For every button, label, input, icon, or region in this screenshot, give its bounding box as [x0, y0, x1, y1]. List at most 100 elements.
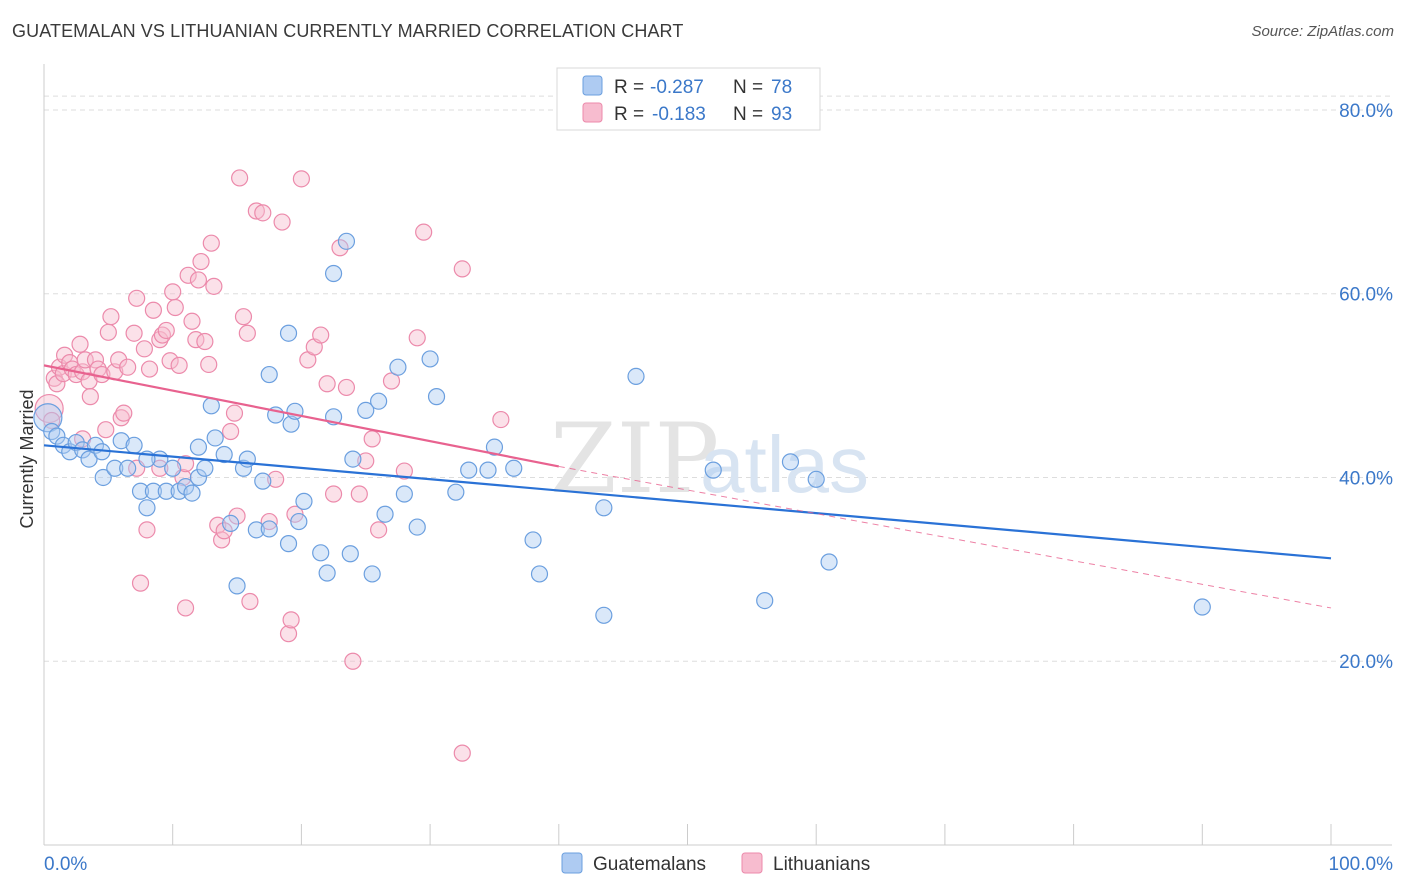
lithuanians-point — [161, 352, 179, 370]
guatemalans-point — [1193, 598, 1211, 616]
lithuanians-point — [115, 404, 133, 422]
guatemalans-point — [479, 461, 497, 479]
bottom-legend-label-lithuanians: Lithuanians — [773, 854, 870, 875]
guatemalans-points — [33, 232, 1211, 624]
bottom-legend-label-guatemalans: Guatemalans — [593, 854, 706, 875]
guatemalans-point — [215, 445, 233, 464]
guatemalans-point — [164, 459, 182, 477]
guatemalans-point — [206, 429, 224, 447]
legend-r-value: -0.183 — [652, 104, 706, 125]
guatemalans-point — [279, 324, 298, 342]
guatemalans-point — [125, 436, 143, 454]
lithuanians-point — [128, 289, 146, 307]
guatemalans-point — [485, 438, 504, 456]
legend-n-value: 78 — [771, 77, 792, 98]
lithuanians-point — [231, 169, 249, 187]
lithuanians-point — [131, 574, 150, 592]
lithuanians-point — [492, 410, 510, 429]
guatemalans-point — [395, 485, 413, 503]
watermark: ZIP atlas — [550, 403, 869, 515]
guatemalans-point — [228, 577, 246, 595]
guatemalans-point — [312, 544, 330, 562]
guatemalans-point — [260, 520, 278, 538]
legend-n-label: N = — [733, 77, 763, 98]
guatemalans-point — [318, 564, 336, 582]
lithuanians-point — [166, 298, 184, 317]
guatemalans-point — [183, 484, 201, 502]
lithuanians-point — [395, 462, 413, 480]
guatemalans-point — [505, 459, 523, 477]
chart-source: Source: ZipAtlas.com — [1251, 23, 1394, 40]
bottom-legend-swatch-guatemalans — [561, 852, 583, 874]
guatemalans-point — [524, 531, 542, 549]
lithuanians-point — [170, 356, 188, 374]
x-tick-label: 0.0% — [44, 854, 87, 875]
lithuanians-point — [99, 323, 117, 341]
lithuanians-trend-line-extension — [558, 465, 1332, 609]
guatemalans-point — [222, 514, 240, 533]
lithuanians-point — [34, 393, 64, 424]
bottom-legend: Guatemalans Lithuanians — [561, 852, 870, 875]
guatemalans-point — [138, 499, 156, 517]
lithuanians-point — [260, 512, 278, 531]
legend-r-label: R = — [614, 77, 644, 98]
guatemalans-point — [48, 427, 66, 445]
guatemalans-point — [344, 450, 362, 468]
guatemalans-point — [282, 415, 300, 433]
lithuanians-point — [331, 239, 349, 257]
chart-title: GUATEMALAN VS LITHUANIAN CURRENTLY MARRI… — [12, 21, 684, 41]
lithuanians-point — [324, 485, 343, 503]
lithuanians-point — [408, 329, 426, 347]
lithuanians-point — [102, 308, 120, 326]
guatemalans-point — [144, 482, 162, 500]
guatemalans-point — [131, 482, 150, 500]
lithuanians-point — [344, 652, 362, 670]
guatemalans-point — [389, 358, 407, 376]
guatemalans-point — [43, 422, 61, 441]
y-tick-label: 40.0% — [1339, 468, 1393, 489]
lithuanians-point — [357, 452, 375, 470]
lithuanians-point — [370, 521, 388, 539]
guatemalans-point — [341, 545, 359, 563]
y-tick-label: 80.0% — [1339, 101, 1393, 122]
guatemalans-point — [112, 432, 130, 450]
lithuanians-point — [267, 470, 285, 488]
guatemalans-point — [460, 461, 478, 479]
guatemalans-point — [704, 461, 722, 479]
x-tick-label: 100.0% — [1329, 854, 1394, 875]
guatemalans-point — [196, 459, 214, 477]
guatemalans-point — [756, 591, 774, 610]
lithuanians-point — [97, 421, 115, 439]
lithuanians-point — [273, 213, 291, 231]
guatemalans-trend-line — [43, 444, 1332, 560]
y-tick-label: 20.0% — [1339, 652, 1393, 673]
guatemalans-point — [427, 388, 446, 406]
guatemalans-point — [286, 402, 304, 420]
guatemalans-point — [447, 483, 465, 501]
lithuanians-point — [138, 521, 156, 539]
guatemalans-point — [279, 535, 298, 553]
guatemalans-point — [157, 482, 175, 500]
lithuanians-point — [234, 308, 253, 326]
lithuanians-point — [81, 388, 99, 406]
lithuanians-trend-line — [43, 364, 560, 468]
lithuanians-point — [415, 223, 433, 241]
lithuanians-point — [241, 592, 259, 611]
lithuanians-point — [164, 283, 182, 301]
guatemalans-point — [363, 565, 381, 583]
legend-swatch-lithuanians — [582, 102, 603, 123]
lithuanians-point — [254, 204, 272, 222]
lithuanians-point — [282, 611, 300, 629]
lithuanians-point — [337, 378, 356, 397]
trend-lines — [43, 364, 1332, 609]
lithuanians-point — [48, 375, 66, 393]
lithuanians-point — [189, 271, 208, 289]
guatemalans-point — [295, 492, 313, 510]
top-legend: R = -0.287 N = 78 R = -0.183 N = 93 — [556, 67, 821, 131]
lithuanians-point — [176, 455, 195, 473]
lithuanians-point — [135, 340, 153, 358]
lithuanians-point — [176, 599, 195, 617]
guatemalans-point — [357, 401, 375, 419]
y-tick-label: 60.0% — [1339, 285, 1393, 306]
y-axis-label: Currently Married — [17, 389, 37, 528]
